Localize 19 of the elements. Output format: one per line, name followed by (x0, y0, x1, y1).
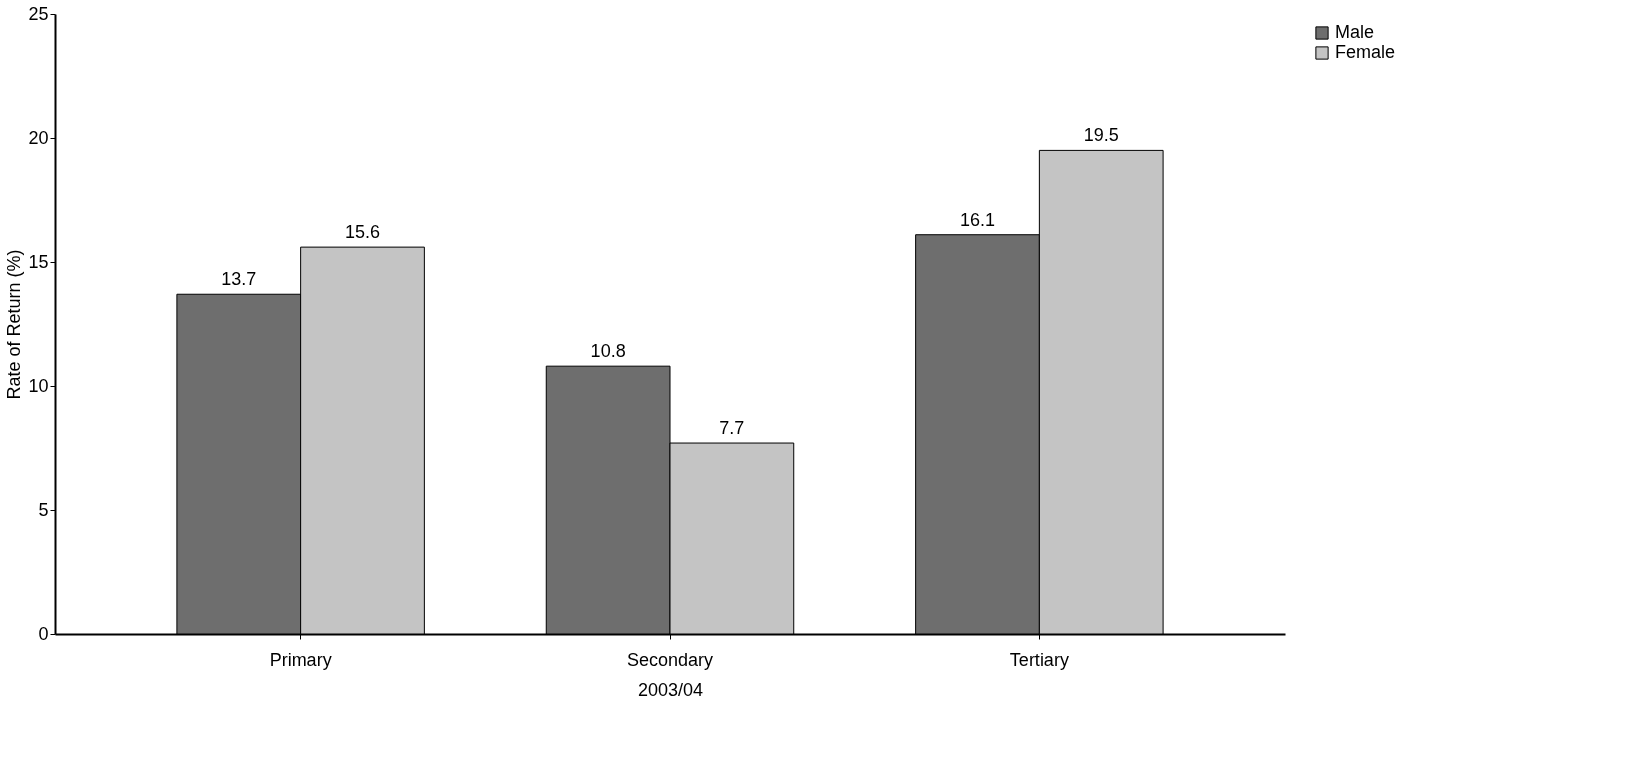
y-tick-label: 25 (28, 3, 49, 24)
x-axis-title: 2003/04 (637, 679, 704, 700)
y-tick-label: 15 (28, 251, 49, 272)
data-label: 15.6 (344, 222, 381, 243)
legend-label: Female (1335, 42, 1396, 62)
data-label: 16.1 (959, 209, 996, 230)
y-axis-title: Rate of Return (%) (4, 249, 25, 400)
x-tick-label: Secondary (626, 649, 714, 670)
legend-label: Male (1335, 22, 1375, 42)
data-label: 10.8 (590, 341, 626, 362)
x-tick-label: Primary (269, 649, 332, 670)
y-tick-label: 20 (28, 127, 49, 148)
x-tick-label: Tertiary (1009, 649, 1069, 670)
y-tick-label: 0 (38, 623, 49, 644)
data-label: 7.7 (719, 418, 745, 439)
y-tick-label: 10 (28, 375, 49, 396)
data-label: 19.5 (1083, 125, 1119, 146)
y-tick-label: 5 (38, 499, 49, 520)
data-label: 13.7 (221, 269, 257, 290)
